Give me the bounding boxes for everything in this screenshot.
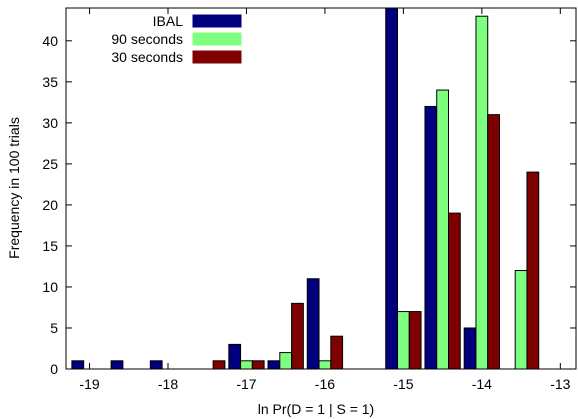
y-tick-label: 25 — [42, 156, 58, 172]
x-tick-label: -13 — [550, 376, 570, 392]
x-tick-label: -17 — [236, 376, 256, 392]
bar-90-seconds — [318, 360, 332, 369]
bar-90-seconds — [475, 15, 489, 369]
bar-ibal — [385, 8, 399, 369]
bar-ibal — [463, 327, 477, 369]
y-tick-label: 20 — [42, 197, 58, 213]
bar-ibal — [424, 105, 438, 369]
bar-30-seconds — [291, 302, 304, 369]
y-tick-label: 0 — [50, 361, 58, 377]
x-tick-label: -19 — [79, 376, 99, 392]
bar-30-seconds — [487, 114, 501, 369]
bar-90-seconds — [279, 352, 293, 369]
bar-ibal — [71, 360, 85, 369]
bar-30-seconds — [212, 360, 226, 369]
y-tick-label: 5 — [50, 320, 58, 336]
bar-ibal — [110, 360, 124, 369]
y-tick-label: 10 — [42, 279, 58, 295]
legend-swatch — [192, 32, 242, 46]
x-tick-label: -18 — [158, 376, 178, 392]
bar-ibal — [149, 360, 163, 369]
x-tick-label: -16 — [315, 376, 335, 392]
bar-90-seconds — [514, 270, 528, 369]
bar-90-seconds — [397, 311, 410, 369]
legend-label: 30 seconds — [111, 49, 183, 65]
y-tick-label: 40 — [42, 33, 58, 49]
bars — [71, 8, 540, 369]
bar-90-seconds — [436, 89, 450, 369]
bar-30-seconds — [448, 212, 461, 369]
bar-ibal — [228, 343, 242, 369]
y-tick-label: 15 — [42, 238, 58, 254]
tick-labels: 0 5 10 15 20 25 30 35 40 -19 -18 -17 -16 -15 -14 -13 — [42, 33, 570, 392]
y-tick-label: 30 — [42, 115, 58, 131]
axis-ticks — [66, 8, 576, 370]
bar-ibal — [306, 278, 320, 369]
bar-30-seconds — [408, 311, 422, 369]
bar-30-seconds — [251, 360, 265, 369]
legend-swatch — [192, 50, 242, 64]
bar-30-seconds — [330, 335, 344, 369]
bar-30-seconds — [526, 171, 540, 369]
legend-swatch — [192, 14, 242, 28]
x-tick-label: -15 — [393, 376, 413, 392]
y-axis-title: Frequency in 100 trials — [6, 117, 22, 259]
legend-label: 90 seconds — [111, 31, 183, 47]
y-tick-label: 35 — [42, 74, 58, 90]
legend: IBAL 90 seconds 30 seconds — [111, 13, 242, 65]
bar-ibal — [267, 360, 281, 369]
x-tick-label: -14 — [472, 376, 492, 392]
legend-label: IBAL — [153, 13, 184, 29]
bar-90-seconds — [240, 360, 253, 369]
x-axis-title: ln Pr(D = 1 | S = 1) — [258, 401, 374, 417]
